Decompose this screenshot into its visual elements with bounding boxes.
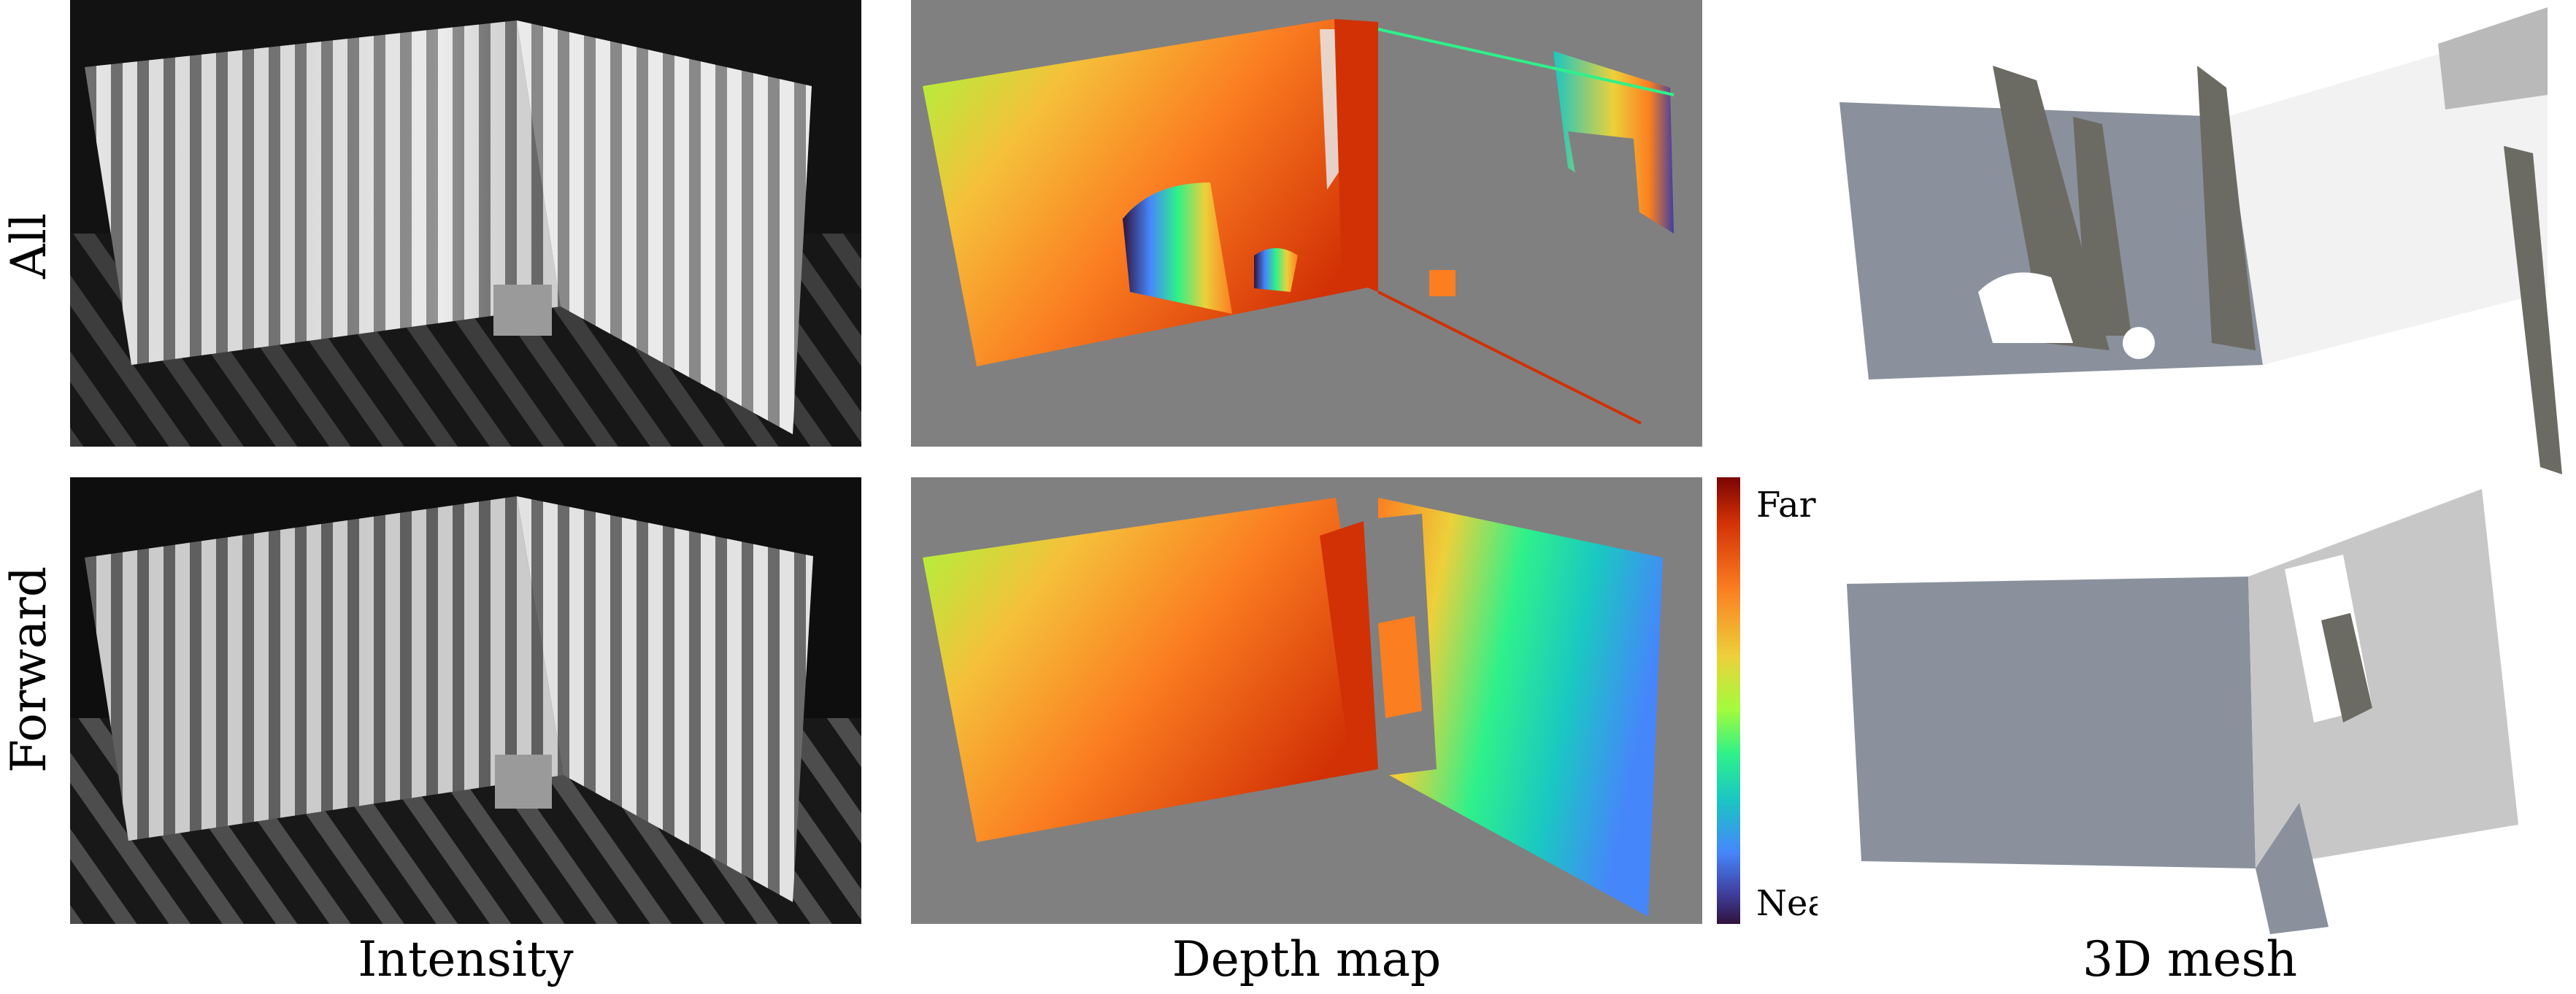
colorbar (1717, 477, 1740, 924)
intensity-image-forward (70, 477, 861, 924)
row-label-forward: Forward (1, 566, 57, 773)
depth-map-forward (911, 477, 1702, 924)
depth-map-all (911, 0, 1702, 447)
column-label-depth-map: Depth map (1172, 931, 1442, 987)
mesh-render-all (1818, 0, 2576, 496)
intensity-image-all (70, 0, 861, 447)
column-label-3d-mesh: 3D mesh (2083, 931, 2297, 987)
mesh-render-forward (1818, 489, 2576, 941)
colorbar-far-label: Far (1756, 485, 1816, 525)
row-label-all: All (1, 213, 57, 279)
column-label-intensity: Intensity (358, 931, 574, 987)
